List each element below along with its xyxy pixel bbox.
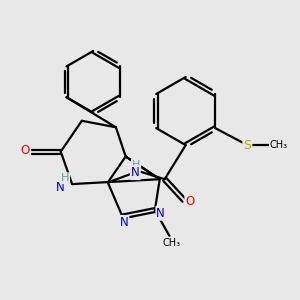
Text: N: N: [131, 166, 140, 179]
Text: S: S: [243, 139, 251, 152]
Text: CH₃: CH₃: [162, 238, 180, 248]
Text: O: O: [20, 143, 30, 157]
Text: O: O: [185, 195, 194, 208]
Text: N: N: [120, 216, 128, 229]
Text: N: N: [56, 181, 65, 194]
Text: CH₃: CH₃: [270, 140, 288, 150]
Text: N: N: [156, 207, 165, 220]
Text: H: H: [132, 160, 140, 170]
Text: H: H: [61, 173, 69, 183]
